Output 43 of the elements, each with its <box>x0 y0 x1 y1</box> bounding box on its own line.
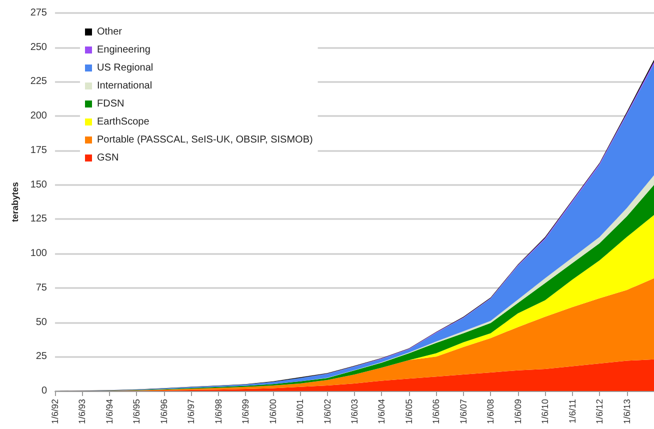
y-tick-label: 75 <box>36 282 48 294</box>
x-tick-label: 1/6/07 <box>458 399 468 424</box>
y-tick-label: 225 <box>30 76 48 88</box>
x-tick-label: 1/6/01 <box>295 399 306 424</box>
y-tick-label: 0 <box>41 386 48 396</box>
y-tick-label: 150 <box>30 179 48 190</box>
x-tick-label: 1/6/05 <box>404 399 414 424</box>
x-tick-label: 1/6/06 <box>431 399 442 424</box>
x-tick-label: 1/6/93 <box>77 399 88 424</box>
x-tick-label: 1/6/97 <box>186 399 196 424</box>
x-tick-label: 1/6/04 <box>376 399 387 424</box>
legend-label: FDSN <box>97 98 124 110</box>
y-tick-label: 50 <box>36 316 48 328</box>
y-tick-label: 250 <box>30 42 48 53</box>
x-tick-label: 1/6/11 <box>567 399 578 424</box>
y-tick-label: 25 <box>36 351 48 362</box>
y-tick-label: 100 <box>30 248 48 260</box>
x-tick-label: 1/6/10 <box>540 399 550 424</box>
legend-label: Other <box>97 26 123 38</box>
x-tick-label: 1/6/02 <box>322 399 332 424</box>
x-tick-label: 1/6/94 <box>104 399 114 424</box>
x-tick-label: 1/6/99 <box>240 399 251 424</box>
x-tick-label: 1/6/00 <box>268 399 278 424</box>
x-tick-label: 1/6/09 <box>512 399 523 424</box>
y-axis-title: terabytes <box>10 182 20 222</box>
x-tick-label: 1/6/98 <box>213 399 224 424</box>
y-tick-label: 175 <box>30 144 48 156</box>
legend-label: International <box>97 80 152 92</box>
legend-label: GSN <box>97 152 119 164</box>
x-tick-label: 1/6/13 <box>622 399 632 424</box>
x-tick-label: 1/6/95 <box>132 399 142 424</box>
x-tick-label: 1/6/03 <box>350 399 360 424</box>
x-tick-label: 1/6/12 <box>594 399 605 424</box>
x-tick-label: 1/6/92 <box>50 399 60 424</box>
x-tick-label: 1/6/96 <box>158 399 169 424</box>
legend-label: Engineering <box>97 44 150 56</box>
legend-label: EarthScope <box>97 116 150 128</box>
y-tick-label: 200 <box>30 110 48 122</box>
legend-label: US Regional <box>97 62 154 74</box>
y-tick-label: 275 <box>30 8 48 18</box>
legend-label: Portable (PASSCAL, SeIS-UK, OBSIP, SISMOB) <box>97 134 313 146</box>
y-tick-label: 125 <box>30 214 48 225</box>
x-tick-label: 1/6/08 <box>486 399 496 424</box>
